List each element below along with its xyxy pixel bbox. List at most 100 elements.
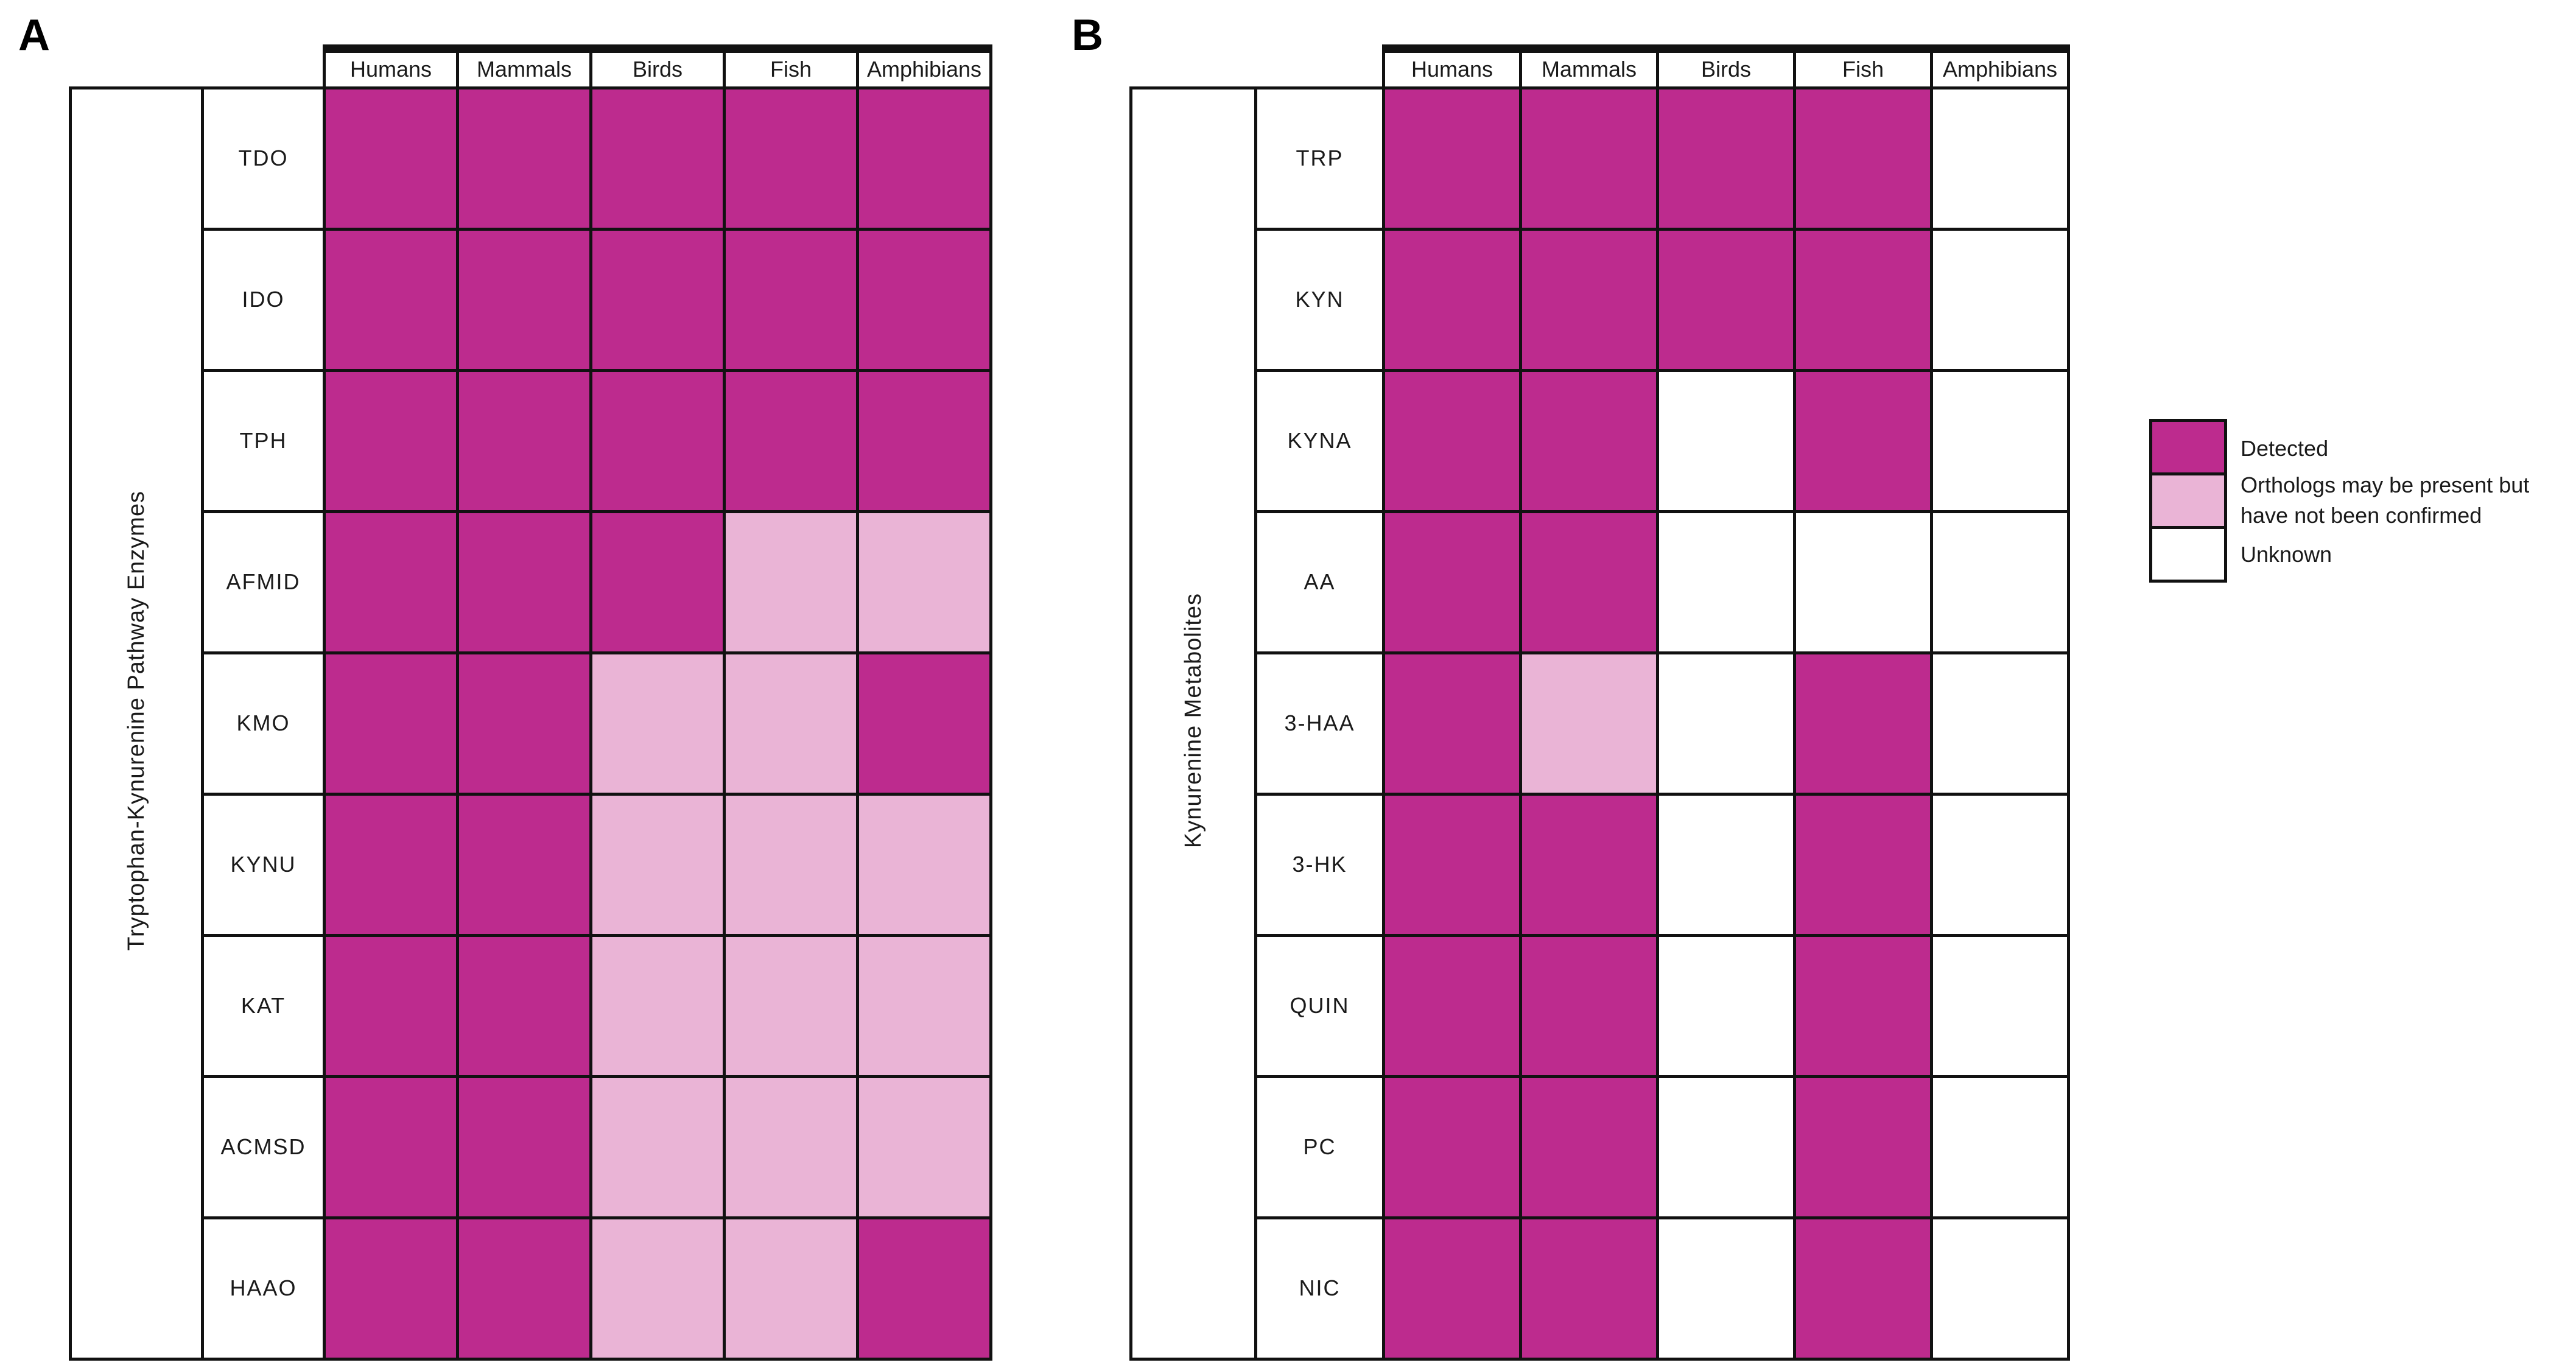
heatmap-cell bbox=[456, 227, 592, 372]
heatmap-cell bbox=[856, 86, 992, 231]
heatmap-cell bbox=[1930, 86, 2070, 231]
row-label: AFMID bbox=[201, 510, 326, 654]
heatmap-cell bbox=[589, 651, 726, 796]
row-label: KYN bbox=[1254, 227, 1385, 372]
column-header-humans: Humans bbox=[1382, 44, 1522, 89]
heatmap-cell bbox=[589, 933, 726, 1078]
row-label: PC bbox=[1254, 1075, 1385, 1219]
heatmap-cell bbox=[723, 1216, 859, 1361]
heatmap-cell bbox=[1793, 86, 1933, 231]
heatmap-cell bbox=[456, 651, 592, 796]
axis-label: Kynurenine Metabolites bbox=[1180, 592, 1206, 849]
heatmap-cell bbox=[1656, 933, 1796, 1078]
column-header-fish: Fish bbox=[1793, 44, 1933, 89]
heatmap-cell bbox=[1519, 86, 1659, 231]
heatmap-cell bbox=[1793, 792, 1933, 937]
heatmap-cell bbox=[1656, 227, 1796, 372]
heatmap-cell bbox=[856, 227, 992, 372]
heatmap-cell bbox=[1793, 1075, 1933, 1219]
row-label: KMO bbox=[201, 651, 326, 796]
heatmap-cell bbox=[1656, 510, 1796, 654]
heatmap-cell bbox=[856, 651, 992, 796]
heatmap-cell bbox=[456, 1075, 592, 1219]
heatmap-cell bbox=[1656, 1216, 1796, 1361]
heatmap-cell bbox=[456, 1216, 592, 1361]
heatmap-cell bbox=[1519, 227, 1659, 372]
heatmap-cell bbox=[1656, 792, 1796, 937]
heatmap-cell bbox=[1382, 651, 1522, 796]
heatmap-cell bbox=[1793, 368, 1933, 513]
column-header-mammals: Mammals bbox=[1519, 44, 1659, 89]
heatmap-cell bbox=[856, 1216, 992, 1361]
heatmap-cell bbox=[1519, 510, 1659, 654]
header-spacer bbox=[1256, 49, 1384, 88]
header-spacer bbox=[71, 49, 203, 88]
heatmap-cell bbox=[456, 510, 592, 654]
row-label: 3-HAA bbox=[1254, 651, 1385, 796]
heatmap-cell bbox=[1382, 933, 1522, 1078]
heatmap-cell bbox=[1930, 792, 2070, 937]
heatmap-cell bbox=[1793, 510, 1933, 654]
heatmap-cell bbox=[456, 368, 592, 513]
heatmap-cell bbox=[1382, 227, 1522, 372]
heatmap-cell bbox=[589, 510, 726, 654]
heatmap-cell bbox=[1656, 86, 1796, 231]
heatmap-cell bbox=[1382, 368, 1522, 513]
heatmap-cell bbox=[456, 792, 592, 937]
heatmap-cell bbox=[1382, 510, 1522, 654]
heatmap-cell bbox=[1793, 651, 1933, 796]
row-label: ACMSD bbox=[201, 1075, 326, 1219]
row-label: 3-HK bbox=[1254, 792, 1385, 937]
row-label: HAAO bbox=[201, 1216, 326, 1361]
legend-swatches bbox=[2149, 419, 2576, 583]
heatmap-cell bbox=[1382, 1216, 1522, 1361]
heatmap-cell bbox=[323, 651, 459, 796]
heatmap-cell bbox=[323, 368, 459, 513]
heatmap-cell bbox=[589, 1075, 726, 1219]
heatmap-cell bbox=[589, 368, 726, 513]
legend-swatch-detected bbox=[2149, 419, 2227, 475]
row-label: TPH bbox=[201, 368, 326, 513]
heatmap-cell bbox=[1382, 1075, 1522, 1219]
axis-label-cell: Kynurenine Metabolites bbox=[1129, 86, 1257, 1361]
heatmap-cell bbox=[856, 368, 992, 513]
heatmap-cell bbox=[589, 227, 726, 372]
heatmap-cell bbox=[1519, 1216, 1659, 1361]
column-header-humans: Humans bbox=[323, 44, 459, 89]
heatmap-cell bbox=[1793, 1216, 1933, 1361]
heatmap-cell bbox=[323, 1216, 459, 1361]
legend-label-possible: Orthologs may be present but have not be… bbox=[2241, 472, 2530, 528]
heatmap-cell bbox=[1930, 368, 2070, 513]
heatmap-cell bbox=[1519, 1075, 1659, 1219]
heatmap-cell bbox=[323, 227, 459, 372]
row-label: KAT bbox=[201, 933, 326, 1078]
legend-label-detected: Detected bbox=[2241, 436, 2329, 461]
heatmap-cell bbox=[723, 1075, 859, 1219]
column-header-amphibians: Amphibians bbox=[856, 44, 992, 89]
row-label: NIC bbox=[1254, 1216, 1385, 1361]
heatmap-cell bbox=[1793, 933, 1933, 1078]
heatmap-cell bbox=[1930, 651, 2070, 796]
heatmap-cell bbox=[1656, 368, 1796, 513]
axis-label-cell: Tryptophan-Kynurenine Pathway Enzymes bbox=[69, 86, 204, 1361]
heatmap-cell bbox=[1656, 1075, 1796, 1219]
legend-swatch-unknown bbox=[2149, 526, 2227, 583]
row-label: KYNA bbox=[1254, 368, 1385, 513]
heatmap-cell bbox=[1519, 792, 1659, 937]
row-label: AA bbox=[1254, 510, 1385, 654]
heatmap-cell bbox=[323, 792, 459, 937]
heatmap-cell bbox=[723, 651, 859, 796]
legend-swatch-possible bbox=[2149, 472, 2227, 529]
heatmap-cell bbox=[1930, 1216, 2070, 1361]
row-label: TDO bbox=[201, 86, 326, 231]
panel-a-letter: A bbox=[18, 11, 50, 60]
heatmap-cell bbox=[589, 792, 726, 937]
heatmap-cell bbox=[1930, 227, 2070, 372]
heatmap-cell bbox=[1519, 651, 1659, 796]
header-spacer bbox=[203, 49, 325, 88]
panel-b-letter: B bbox=[1072, 11, 1103, 60]
heatmap-cell bbox=[456, 933, 592, 1078]
column-header-fish: Fish bbox=[723, 44, 859, 89]
heatmap-cell bbox=[1519, 368, 1659, 513]
column-header-birds: Birds bbox=[1656, 44, 1796, 89]
